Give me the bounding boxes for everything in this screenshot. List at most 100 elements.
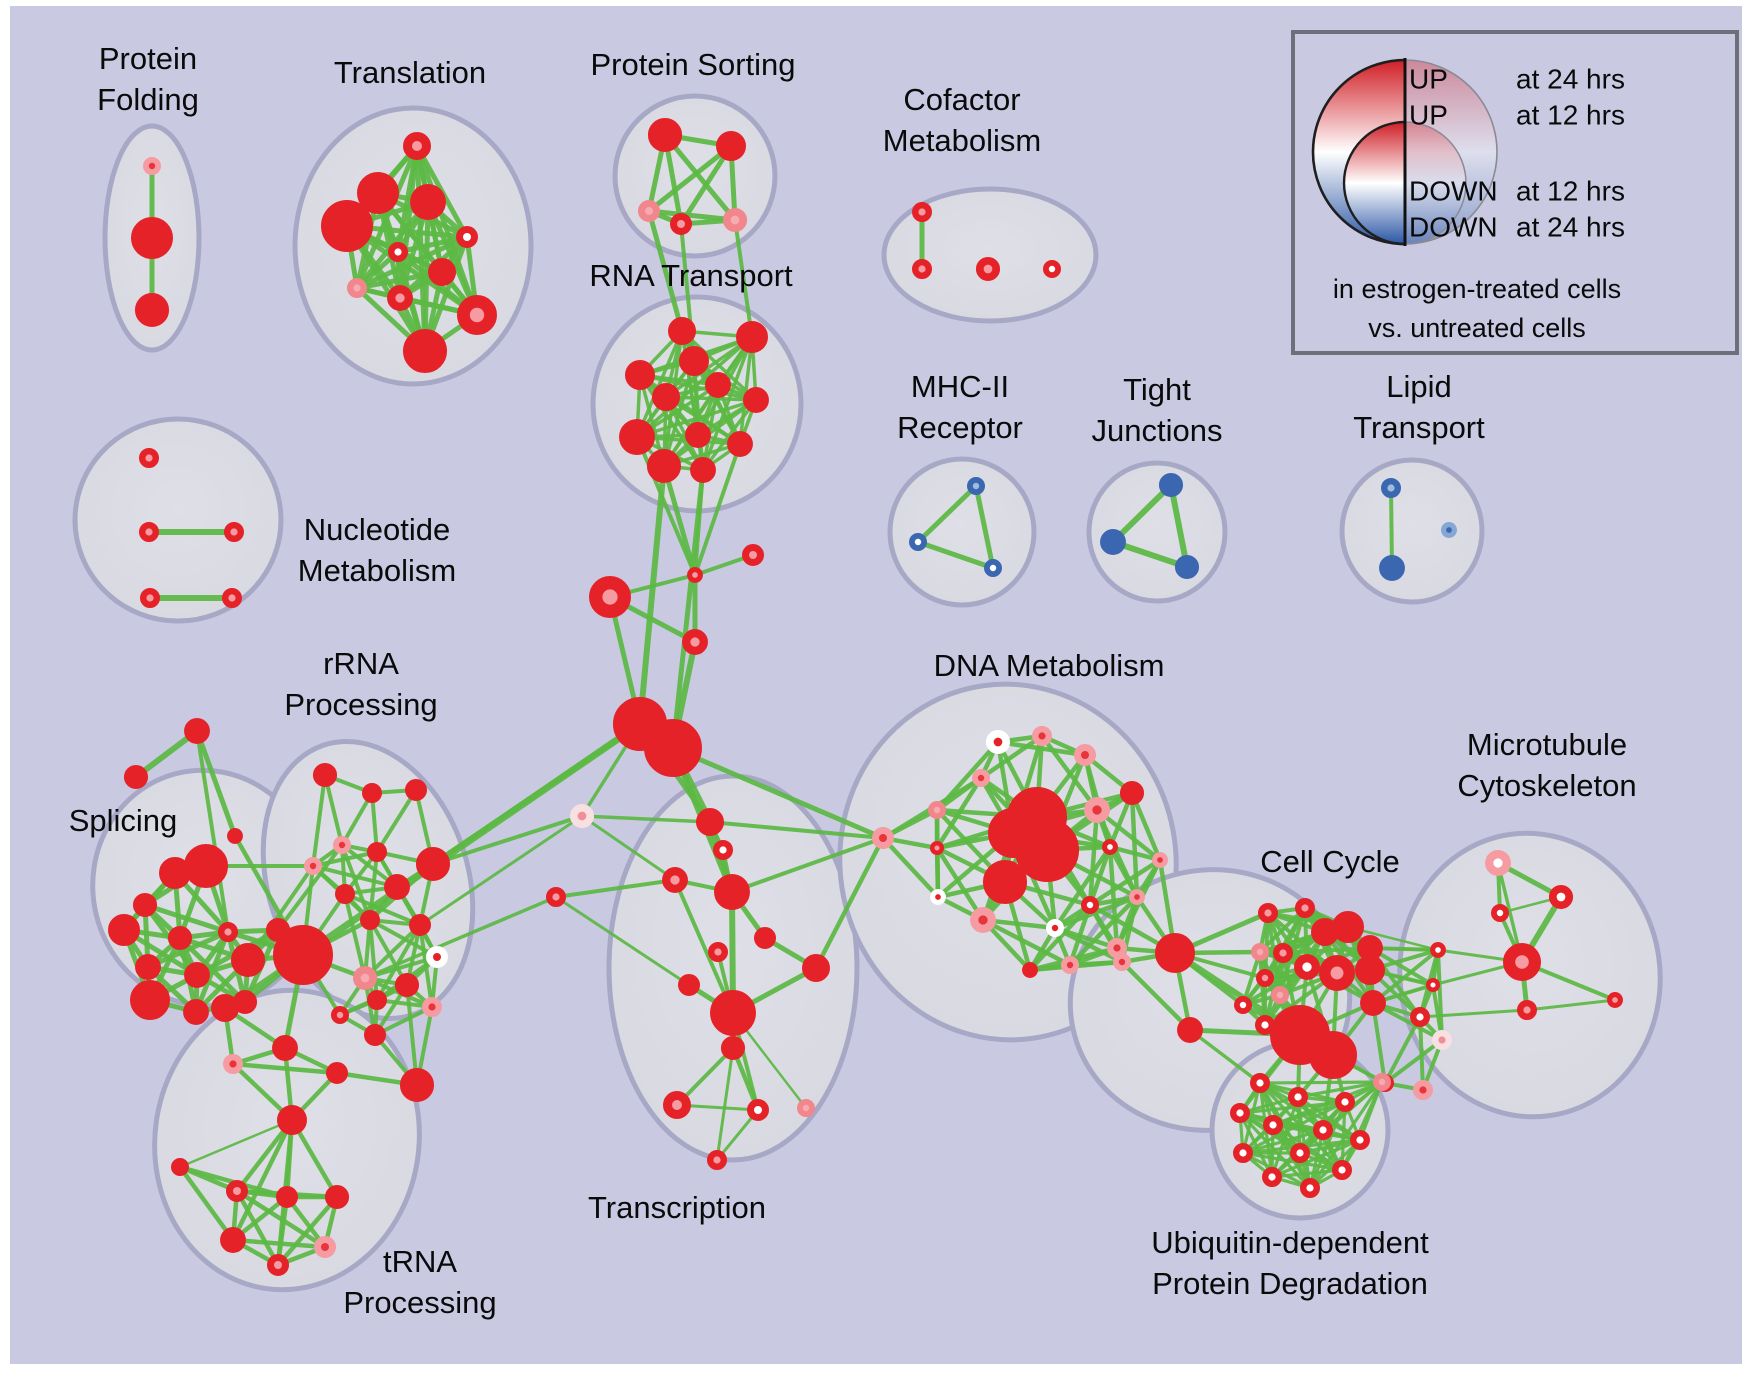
gene-node-ps-2: [638, 200, 660, 222]
gene-node-nm-4: [221, 588, 242, 609]
gene-node-ub-5: [1312, 1119, 1333, 1140]
gene-node-dm-23: [1113, 953, 1132, 972]
network-edge: [1110, 482, 1174, 545]
gene-node-rt-3: [624, 359, 655, 390]
gene-node-tc-6: [678, 974, 700, 996]
network-edge: [973, 483, 996, 571]
legend-row-dir: UP: [1409, 63, 1448, 94]
gene-node-sp-8: [230, 942, 266, 978]
gene-node-tr-1: [357, 171, 400, 214]
network-edge: [980, 917, 1073, 968]
gene-node-cn-2: [589, 576, 632, 619]
gene-node-rr-13: [394, 972, 420, 998]
gene-node-ps-1: [715, 131, 746, 162]
network-edge: [1258, 906, 1307, 954]
network-edge: [580, 814, 712, 824]
gene-node-rt-9: [727, 431, 753, 457]
cluster-trna-processing: [152, 987, 422, 1293]
gene-node-sp-6: [135, 954, 161, 980]
gene-node-mt-0: [1485, 850, 1511, 876]
network-edge: [1371, 948, 1440, 1005]
gene-node-sp-13: [273, 924, 334, 985]
network-edge: [1238, 1095, 1300, 1115]
gene-node-cc-20: [1431, 1029, 1452, 1050]
gene-node-lt-0: [1380, 478, 1401, 499]
gene-node-ub-11: [1299, 1177, 1320, 1198]
gene-node-ft-0: [184, 718, 210, 744]
gene-node-tn-1: [222, 1053, 243, 1074]
cluster-label-cell-cycle: Cell Cycle: [1260, 844, 1400, 879]
gene-node-dm-5: [928, 801, 947, 820]
gene-node-rr-7: [384, 874, 410, 900]
gene-node-mh-2: [984, 559, 1003, 578]
gene-node-ps-3: [670, 213, 692, 235]
network-edge: [145, 929, 231, 970]
gene-node-tc-3: [714, 874, 750, 910]
gene-node-dm-6: [1084, 797, 1110, 823]
cluster-label-tight-junctions: Junctions: [1092, 413, 1223, 448]
gene-node-sp-2: [132, 892, 158, 918]
cluster-label-tight-junctions: Tight: [1123, 372, 1191, 407]
gene-node-dm-1: [985, 729, 1011, 755]
legend-outer-ring-stroke-faded: [1404, 59, 1498, 245]
network-edge: [1270, 1168, 1344, 1179]
gene-node-tr-3: [320, 200, 373, 253]
network-edge: [343, 892, 422, 927]
gene-node-tn-3: [326, 1062, 348, 1084]
cluster-label-trna-processing: Processing: [343, 1285, 496, 1320]
cluster-label-ubiquitin-degradation: Protein Degradation: [1152, 1266, 1428, 1301]
gene-node-tc-8: [710, 990, 756, 1036]
network-edge: [246, 864, 315, 962]
network-edge: [934, 845, 941, 900]
gene-node-tc-11: [747, 1099, 769, 1121]
gene-node-cc-4: [1357, 935, 1383, 961]
network-edge: [311, 773, 327, 868]
gene-node-nm-3: [139, 588, 160, 609]
gene-node-sp-11: [232, 989, 258, 1015]
gene-node-lt-2: [1441, 522, 1457, 538]
gene-node-cc-7: [1251, 943, 1270, 962]
legend-row-time: at 12 hrs: [1516, 99, 1625, 130]
gene-node-dm-13: [1102, 839, 1118, 855]
network-edge: [635, 398, 758, 439]
gene-node-tc-13: [707, 1149, 728, 1170]
network-edge: [670, 467, 706, 751]
gene-node-sp-9: [129, 980, 170, 1021]
cluster-label-mhc-ii-receptor: Receptor: [897, 410, 1023, 445]
legend-row-dir: DOWN: [1409, 175, 1498, 206]
cluster-label-lipid-transport: Lipid: [1386, 369, 1452, 404]
network-edge: [178, 1118, 294, 1169]
network-edge: [554, 895, 691, 987]
gene-node-ub-0: [1249, 1072, 1270, 1093]
cluster-label-cofactor-metabolism: Cofactor: [903, 82, 1020, 117]
gene-node-rr-8: [335, 884, 356, 905]
gene-node-dm-19: [1046, 919, 1065, 938]
gene-node-cc-13: [1355, 954, 1386, 985]
network-edge: [275, 1194, 340, 1268]
cluster-label-microtubule-cytoskeleton: Microtubule: [1467, 727, 1627, 762]
gene-node-rt-10: [646, 448, 682, 484]
legend-row-dir: DOWN: [1409, 211, 1498, 242]
network-edge: [738, 335, 754, 446]
gene-node-tn-11: [314, 1236, 336, 1258]
gene-node-tc-9: [720, 1035, 746, 1061]
network-edge: [708, 820, 885, 840]
gene-node-cc-22: [1412, 1079, 1433, 1100]
network-edge: [1129, 790, 1140, 900]
network-edge: [343, 892, 367, 980]
gene-node-tc-4: [708, 942, 729, 963]
gene-node-dm-11: [982, 859, 1028, 905]
network-edge: [1119, 959, 1193, 1033]
network-edge: [195, 729, 230, 934]
gene-node-tn-4: [399, 1067, 435, 1103]
network-edge: [670, 745, 886, 841]
gene-node-cc-0: [1257, 903, 1278, 924]
network-edge: [375, 788, 418, 854]
gene-node-rr-3: [332, 836, 351, 855]
gene-node-tn-6: [170, 1158, 189, 1177]
network-edge: [1110, 539, 1190, 570]
cluster-label-mhc-ii-receptor: MHC-II: [911, 369, 1009, 404]
gene-node-ub-12: [1373, 1073, 1392, 1092]
label-layer: Protein Folding Translation Protein Sorting…: [69, 41, 1637, 1320]
legend: UP at 24 hrs UP at 12 hrs DOWN at 12 hrs…: [1291, 30, 1739, 355]
